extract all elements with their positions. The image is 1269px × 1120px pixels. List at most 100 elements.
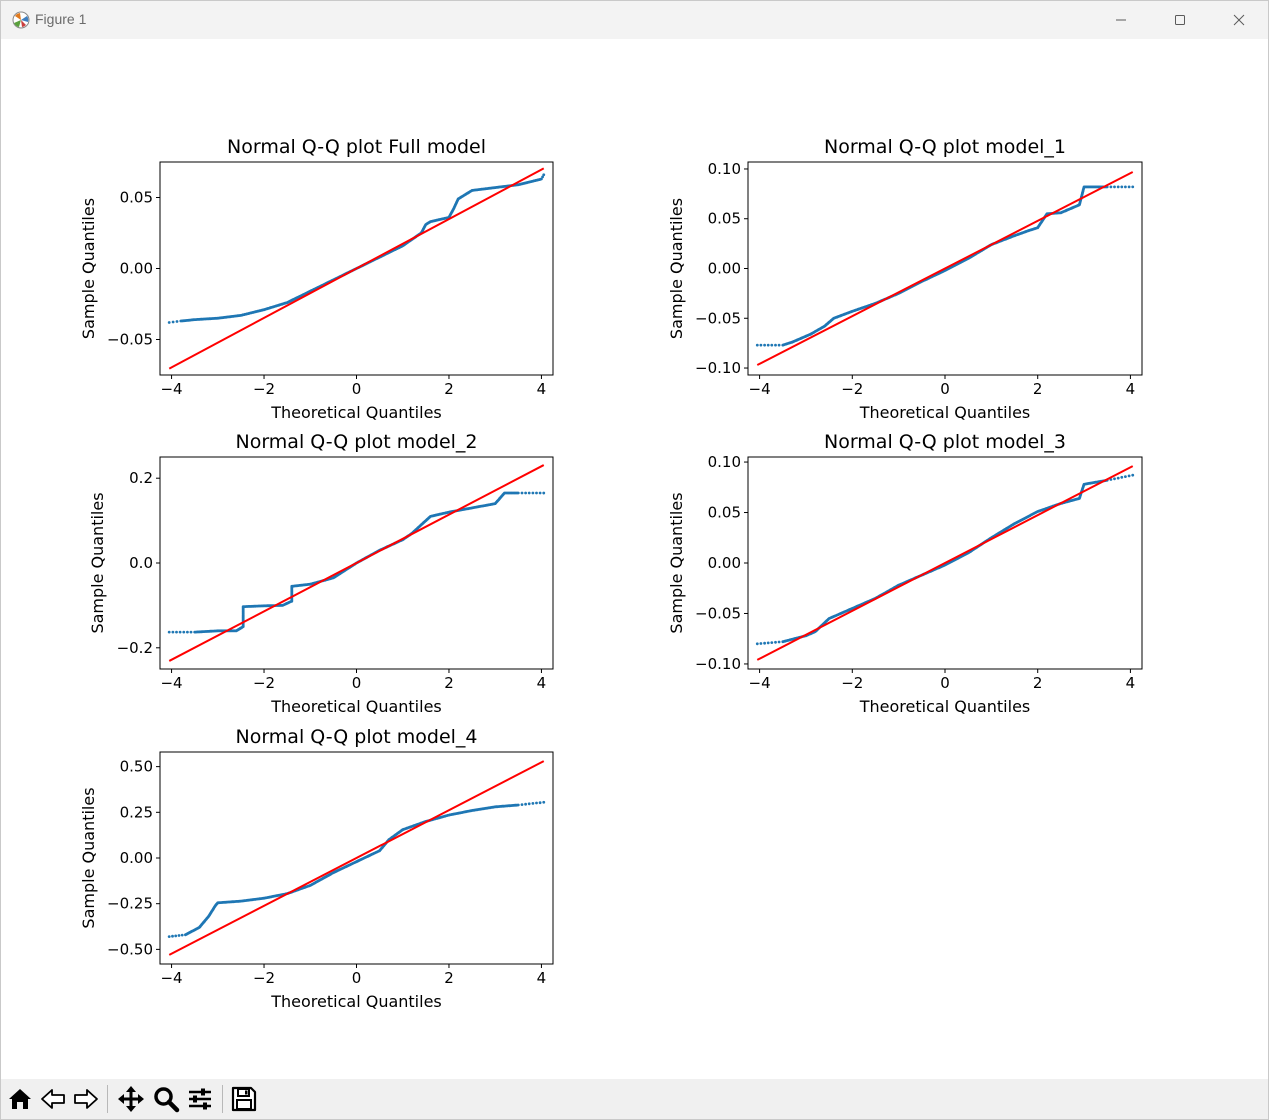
x-tick-label: 2 [444,380,454,398]
move-icon [118,1086,144,1112]
save-floppy-icon [231,1086,257,1112]
qq-point [759,642,763,645]
subplot-title: Normal Q-Q plot Full model [227,136,486,158]
qq-point [1116,185,1120,189]
subplot-4[interactable]: −4 −2 0 2 4 −0.10 −0.05 0.00 0.05 0.10 Normal Q-Q … [667,431,1143,716]
qq-point [770,641,774,644]
x-tick-label: 2 [1033,380,1043,398]
sample-points [755,185,1135,347]
close-icon [1233,14,1245,26]
x-tick-label: 4 [1126,674,1136,692]
sample-points [167,800,546,938]
qq-point [516,491,520,495]
y-tick-label: −0.10 [695,655,741,673]
save-button[interactable] [228,1083,260,1115]
title-bar: Figure 1 [1,1,1268,39]
minimize-button[interactable] [1092,1,1150,39]
window-title: Figure 1 [35,11,87,27]
qq-point [1124,475,1127,478]
qq-point [542,491,546,495]
y-tick-label: 0.00 [120,849,153,867]
qq-point [1127,185,1131,189]
back-arrow-icon [41,1089,65,1109]
qq-point [178,630,182,634]
qq-point [535,801,538,805]
pan-button[interactable] [115,1083,147,1115]
y-tick-label: −0.25 [107,895,153,913]
y-tick-label: 0.00 [708,260,741,278]
subplot-5[interactable]: −4 −2 0 2 4 −0.50 −0.25 0.00 0.25 0.50 Normal Q-Q … [79,726,554,1011]
qq-point [763,641,766,645]
qq-point [535,491,538,495]
qq-point [1127,474,1131,478]
x-tick-label: 4 [537,380,547,398]
sliders-icon [189,1088,211,1110]
qq-point [770,343,774,347]
back-button[interactable] [37,1083,69,1115]
maximize-icon [1175,15,1185,25]
home-icon [9,1089,31,1109]
sample-points [755,473,1135,646]
forward-button[interactable] [70,1083,102,1115]
plot-area [167,464,546,662]
matplotlib-icon [12,11,30,29]
x-tick-label: −2 [253,380,275,398]
x-tick-label: −4 [749,674,771,692]
qq-point [538,801,542,805]
subplot-3[interactable]: −4 −2 0 2 4 −0.2 0.0 0.2 Normal Q-Q plot model_2… [88,431,554,716]
qq-point [531,802,535,805]
configure-subplots-button[interactable] [184,1083,216,1115]
qq-point [540,177,543,181]
qq-point [527,802,531,806]
maximize-button[interactable] [1151,1,1209,39]
navigation-toolbar [1,1079,1268,1119]
qq-point [177,934,181,937]
y-tick-label: 0.10 [708,160,741,178]
qq-point [774,640,777,644]
toolbar-separator [222,1085,223,1113]
y-axis-label: Sample Quantiles [88,492,107,633]
subplot-1[interactable]: −4 −2 0 2 4 −0.05 0.00 0.05 Normal Q-Q plot Full… [79,136,554,422]
qq-point [167,935,171,938]
x-tick-label: 4 [537,969,547,987]
reference-line [168,464,545,662]
qq-point [1116,476,1120,480]
x-tick-label: −4 [160,380,182,398]
subplot-2[interactable]: −4 −2 0 2 4 −0.10 −0.05 0.00 0.05 0.10 Normal Q-Q … [667,136,1143,422]
plot-area [167,167,546,370]
x-tick-label: 4 [1126,380,1136,398]
figure-canvas[interactable]: −4 −2 0 2 4 −0.05 0.00 0.05 Normal Q-Q plot Full… [1,39,1268,1079]
qq-point [520,803,524,806]
qq-point [186,630,189,634]
y-tick-label: −0.50 [107,940,153,958]
qq-point [1131,473,1135,477]
x-tick-label: 2 [444,674,454,692]
x-tick-label: 0 [352,969,362,987]
y-axis-label: Sample Quantiles [79,787,98,928]
sample-points [167,173,546,324]
y-tick-label: 0.05 [708,210,741,228]
qq-point [189,630,193,634]
zoom-button[interactable] [150,1083,182,1115]
x-tick-label: −4 [160,674,182,692]
x-tick-label: 2 [1033,674,1043,692]
qq-point [1113,185,1116,189]
qq-point [766,343,770,347]
x-axis-label: Theoretical Quantiles [859,403,1031,422]
home-button[interactable] [4,1083,36,1115]
plot-area [755,465,1135,661]
x-tick-label: 0 [940,674,950,692]
x-axis-label: Theoretical Quantiles [270,697,442,716]
reference-line [168,760,545,956]
y-axis-label: Sample Quantiles [667,198,686,339]
qq-point [174,934,178,938]
subplot-title: Normal Q-Q plot model_4 [235,726,477,748]
x-axis-label: Theoretical Quantiles [859,697,1031,716]
close-button[interactable] [1210,1,1268,39]
y-axis-label: Sample Quantiles [667,492,686,633]
qq-point [167,321,171,324]
x-tick-label: 4 [537,674,547,692]
x-axis-label: Theoretical Quantiles [270,992,442,1011]
